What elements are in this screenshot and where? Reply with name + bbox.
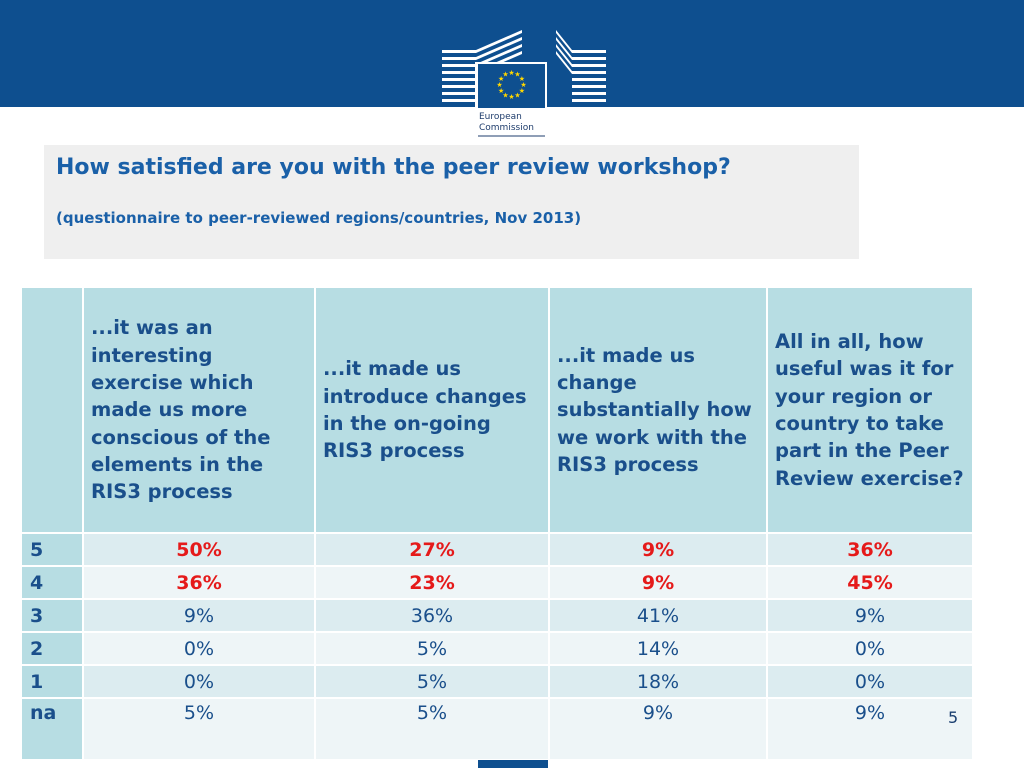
- svg-text:★: ★: [514, 91, 520, 99]
- table-cell: 18%: [548, 664, 768, 699]
- table-cell: 14%: [548, 631, 768, 666]
- row-label: 5: [20, 532, 84, 567]
- page-title: How satisfied are you with the peer revi…: [56, 155, 731, 180]
- commission-building-icon: ★ ★ ★ ★ ★ ★ ★ ★ ★ ★ ★ ★: [442, 30, 606, 144]
- table-cell: 5%: [314, 697, 550, 761]
- header-label: ...it made us change substantially how w…: [557, 343, 752, 476]
- european-commission-logo: ★ ★ ★ ★ ★ ★ ★ ★ ★ ★ ★ ★ European Commiss…: [438, 28, 610, 144]
- table-cell: 0%: [82, 631, 316, 666]
- svg-text:★: ★: [498, 75, 504, 83]
- svg-text:★: ★: [514, 71, 520, 79]
- svg-text:★: ★: [520, 81, 526, 89]
- header-label: ...it was an interesting exercise which …: [91, 316, 271, 504]
- table-row: na 5% 5% 9% 9%: [20, 697, 974, 761]
- row-label: 3: [20, 598, 84, 633]
- table-cell: 0%: [82, 664, 316, 699]
- table-row: 1 0% 5% 18% 0%: [20, 664, 974, 699]
- table-cell: 36%: [314, 598, 550, 633]
- table-cell: 23%: [314, 565, 550, 600]
- table-cell: 5%: [314, 631, 550, 666]
- svg-text:★: ★: [519, 75, 525, 83]
- table-row: 5 50% 27% 9% 36%: [20, 532, 974, 567]
- table-cell: 9%: [766, 697, 974, 761]
- row-label: 1: [20, 664, 84, 699]
- table-row: 4 36% 23% 9% 45%: [20, 565, 974, 600]
- table-cell: 9%: [766, 598, 974, 633]
- header-cell-change-work: ...it made us change substantially how w…: [548, 286, 768, 534]
- table-cell: 9%: [548, 532, 768, 567]
- table-cell: 5%: [82, 697, 316, 761]
- table-cell: 5%: [314, 664, 550, 699]
- row-label: na: [20, 697, 84, 761]
- table-cell: 0%: [766, 664, 974, 699]
- svg-text:★: ★: [519, 87, 525, 95]
- table-cell: 9%: [548, 697, 768, 761]
- table-cell: 27%: [314, 532, 550, 567]
- row-label: 4: [20, 565, 84, 600]
- header-cell-usefulness: All in all, how useful was it for your r…: [766, 286, 974, 534]
- header-cell-introduce-changes: ...it made us introduce changes in the o…: [314, 286, 550, 534]
- svg-text:★: ★: [508, 69, 514, 77]
- page-subtitle: (questionnaire to peer-reviewed regions/…: [56, 209, 582, 227]
- table-cell: 41%: [548, 598, 768, 633]
- results-table: ...it was an interesting exercise which …: [20, 286, 974, 761]
- svg-text:★: ★: [502, 71, 508, 79]
- svg-text:★: ★: [508, 93, 514, 101]
- svg-text:★: ★: [502, 91, 508, 99]
- bottom-tab-decoration: [478, 760, 548, 768]
- logo-text: European Commission: [479, 112, 545, 134]
- table-header-row: ...it was an interesting exercise which …: [20, 286, 974, 534]
- table-cell: 50%: [82, 532, 316, 567]
- table-cell: 9%: [82, 598, 316, 633]
- header-label: ...it made us introduce changes in the o…: [323, 357, 527, 463]
- title-box: How satisfied are you with the peer revi…: [44, 145, 859, 259]
- header-cell-interesting-exercise: ...it was an interesting exercise which …: [82, 286, 316, 534]
- table-cell: 36%: [766, 532, 974, 567]
- logo-line-1: European: [479, 112, 522, 122]
- table-row: 2 0% 5% 14% 0%: [20, 631, 974, 666]
- table-cell: 36%: [82, 565, 316, 600]
- table-cell: 45%: [766, 565, 974, 600]
- table-row: 3 9% 36% 41% 9%: [20, 598, 974, 633]
- table-cell: 9%: [548, 565, 768, 600]
- header-cell-corner: [20, 286, 84, 534]
- header-label: All in all, how useful was it for your r…: [775, 330, 964, 490]
- svg-text:★: ★: [496, 81, 502, 89]
- page-number: 5: [948, 708, 959, 727]
- table-cell: 0%: [766, 631, 974, 666]
- logo-line-2: Commission: [479, 123, 534, 133]
- svg-text:★: ★: [498, 87, 504, 95]
- row-label: 2: [20, 631, 84, 666]
